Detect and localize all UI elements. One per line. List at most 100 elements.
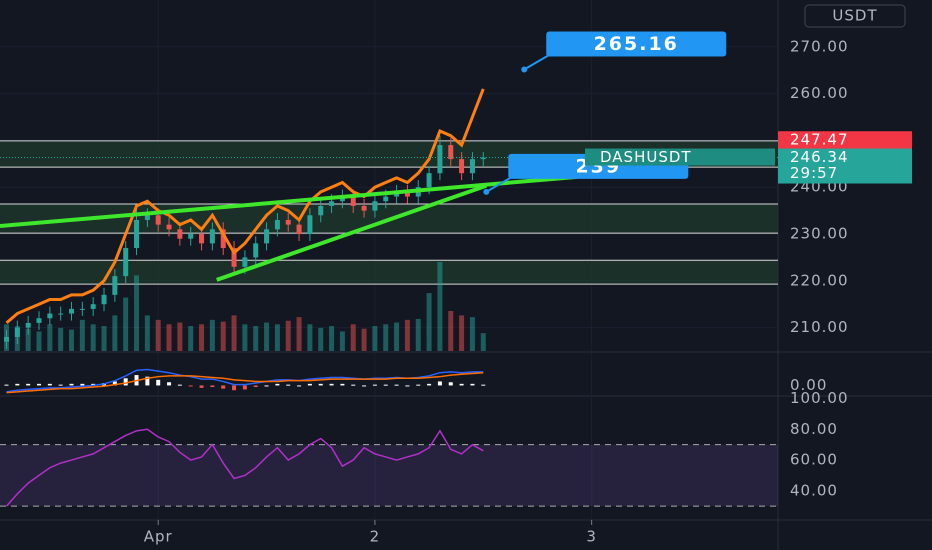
volume-bar (383, 324, 389, 351)
volume-bar (350, 324, 356, 351)
candle-body (25, 322, 31, 328)
histogram-bar (351, 384, 356, 386)
candle-body (47, 313, 53, 319)
volume-bar (437, 262, 443, 351)
candle-body (329, 201, 335, 206)
histogram-bar (199, 385, 204, 388)
histogram-bar (232, 385, 237, 391)
histogram-bar (80, 383, 85, 386)
histogram-bar (156, 379, 161, 386)
projection-line (5, 88, 485, 325)
volume-bar (144, 315, 150, 351)
volume-bar (79, 319, 85, 351)
volume-bar (448, 310, 454, 351)
marker-label: 247.47 (790, 131, 849, 149)
candle-body (69, 308, 75, 314)
histogram-bar (37, 383, 42, 386)
callout-label: 265.16 (594, 33, 679, 55)
callout-box (546, 31, 727, 57)
symbol-label: DASHUSDT (600, 148, 692, 166)
candle-body (199, 234, 205, 244)
candle-body (285, 219, 291, 225)
histogram-bar (177, 384, 182, 386)
candle-body (318, 205, 324, 216)
candle-body (372, 201, 378, 211)
y-tick-label: 230.00 (790, 225, 849, 243)
volume-bar (426, 293, 432, 351)
candle-body (459, 159, 465, 174)
candle-body (404, 191, 410, 197)
volume-bar (459, 315, 465, 351)
histogram-bar (242, 385, 247, 390)
histogram-bar (221, 385, 226, 389)
y-tick-label: 40.00 (790, 481, 838, 499)
volume-bar (123, 297, 129, 351)
volume-bar (307, 324, 313, 351)
volume-bar (166, 324, 172, 351)
candle-body (101, 294, 107, 305)
countdown: 29:57 (790, 164, 838, 182)
histogram-bar (318, 383, 323, 386)
candle-body (274, 219, 280, 230)
candle-body (242, 257, 248, 267)
histogram-bar (4, 384, 9, 386)
histogram-bar (307, 383, 312, 386)
x-tick-label: 2 (370, 528, 381, 546)
candle-body (58, 313, 64, 315)
callout-point (483, 188, 490, 195)
volume-bar (404, 319, 410, 351)
histogram-bar (416, 384, 421, 386)
candle-body (123, 248, 129, 277)
histogram-bar (394, 384, 399, 386)
y-tick-label: 220.00 (790, 271, 849, 289)
histogram-bar (253, 385, 258, 388)
histogram-bar (188, 385, 193, 387)
candle-body (220, 229, 226, 249)
volume-bar (134, 275, 140, 351)
volume-bar (199, 324, 205, 351)
y-tick-label: 260.00 (790, 84, 849, 102)
candle-body (437, 145, 443, 174)
candle-body (480, 157, 486, 160)
volume-bar (242, 324, 248, 351)
candle-body (112, 276, 118, 295)
candle-body (383, 196, 389, 202)
volume-bar (112, 315, 118, 351)
histogram-bar (58, 384, 63, 386)
volume-bar (25, 328, 31, 351)
rsi-line (5, 428, 484, 507)
volume-bar (58, 327, 64, 351)
candle-body (166, 224, 172, 230)
candle-body (14, 327, 20, 337)
rsi-band (0, 444, 778, 507)
currency-box[interactable] (804, 4, 906, 28)
trend-line (216, 183, 487, 282)
last-price-box (778, 148, 912, 184)
histogram-bar (286, 384, 291, 386)
histogram-bar (275, 383, 280, 386)
volume-bar (209, 319, 215, 351)
volume-bar (285, 320, 291, 351)
histogram-bar (297, 385, 302, 387)
volume-bar (274, 324, 280, 351)
candle-body (296, 224, 302, 234)
volume-bar (318, 327, 324, 351)
trend-line (0, 174, 578, 229)
histogram-bar (145, 376, 150, 386)
histogram-bar (26, 383, 31, 386)
histogram-bar (329, 383, 334, 386)
histogram-bar (437, 381, 442, 386)
y-tick-label: 270.00 (790, 37, 849, 55)
volume-bar (372, 326, 378, 351)
histogram-bar (459, 383, 464, 386)
candle-body (231, 248, 237, 267)
candle-body (36, 318, 42, 323)
volume-bar (47, 324, 53, 351)
last-price-label: 246.34 (790, 148, 849, 166)
candle-body (4, 336, 10, 342)
histogram-bar (470, 383, 475, 386)
histogram-bar (372, 384, 377, 386)
volume-bar (69, 329, 75, 351)
candle-body (350, 196, 356, 206)
